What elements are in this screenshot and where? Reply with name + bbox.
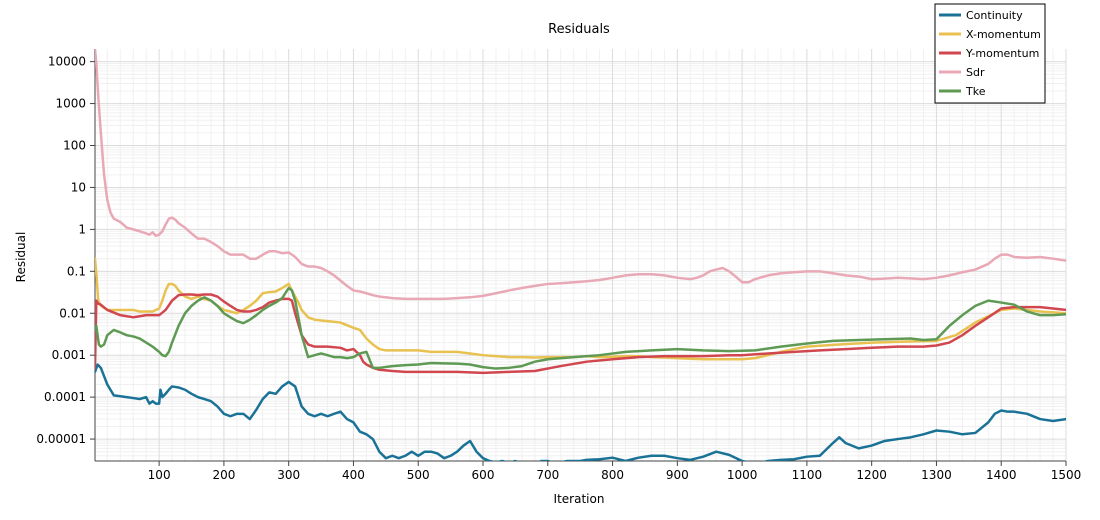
x-tick-label: 1500 <box>1051 468 1082 482</box>
y-tick-label: 0.0001 <box>44 390 86 404</box>
series-line-y-momentum <box>95 293 1066 375</box>
x-tick-label: 1100 <box>792 468 823 482</box>
x-tick-label: 200 <box>212 468 235 482</box>
legend-label-x-momentum: X-momentum <box>966 28 1041 41</box>
y-tick-label: 10 <box>71 180 86 194</box>
x-tick-label: 1200 <box>856 468 887 482</box>
y-tick-label: 0.1 <box>67 264 86 278</box>
grid <box>95 49 1067 461</box>
y-tick-label: 10000 <box>48 55 86 69</box>
y-tick-label: 1 <box>78 222 86 236</box>
x-tick-label: 1300 <box>921 468 952 482</box>
axes: 100 200 300 400 500 600 700 800 900 1000 1100 1200 1… <box>36 49 1081 482</box>
x-tick-label: 300 <box>277 468 300 482</box>
x-tick-label: 1000 <box>727 468 758 482</box>
legend-label-continuity: Continuity <box>966 9 1023 22</box>
x-axis-title: Iteration <box>554 492 605 506</box>
x-tick-label: 100 <box>148 468 171 482</box>
series-line-tke <box>95 286 1066 370</box>
legend-label-tke: Tke <box>965 85 986 98</box>
x-tick-label: 900 <box>666 468 689 482</box>
legend-label-sdr: Sdr <box>966 66 985 79</box>
series-lines <box>95 49 1066 461</box>
x-tick-label: 1400 <box>986 468 1017 482</box>
x-tick-label: 400 <box>342 468 365 482</box>
x-tick-label: 500 <box>407 468 430 482</box>
y-tick-label: 0.00001 <box>36 432 86 446</box>
y-axis-title: Residual <box>14 232 28 283</box>
chart-title: Residuals <box>548 22 610 37</box>
y-tick-label: 0.001 <box>52 348 86 362</box>
y-tick-label: 0.01 <box>59 306 86 320</box>
y-tick-label: 1000 <box>55 97 86 111</box>
x-tick-label: 800 <box>601 468 624 482</box>
x-tick-label: 700 <box>536 468 559 482</box>
series-line-sdr <box>95 49 1066 301</box>
x-tick-label: 600 <box>472 468 495 482</box>
legend-label-y-momentum: Y-momentum <box>965 47 1039 60</box>
y-tick-label: 100 <box>63 139 86 153</box>
legend: Continuity X-momentum Y-momentum Sdr Tke <box>934 3 1046 104</box>
legend-box <box>934 3 1046 104</box>
series-line-continuity <box>95 363 1066 461</box>
